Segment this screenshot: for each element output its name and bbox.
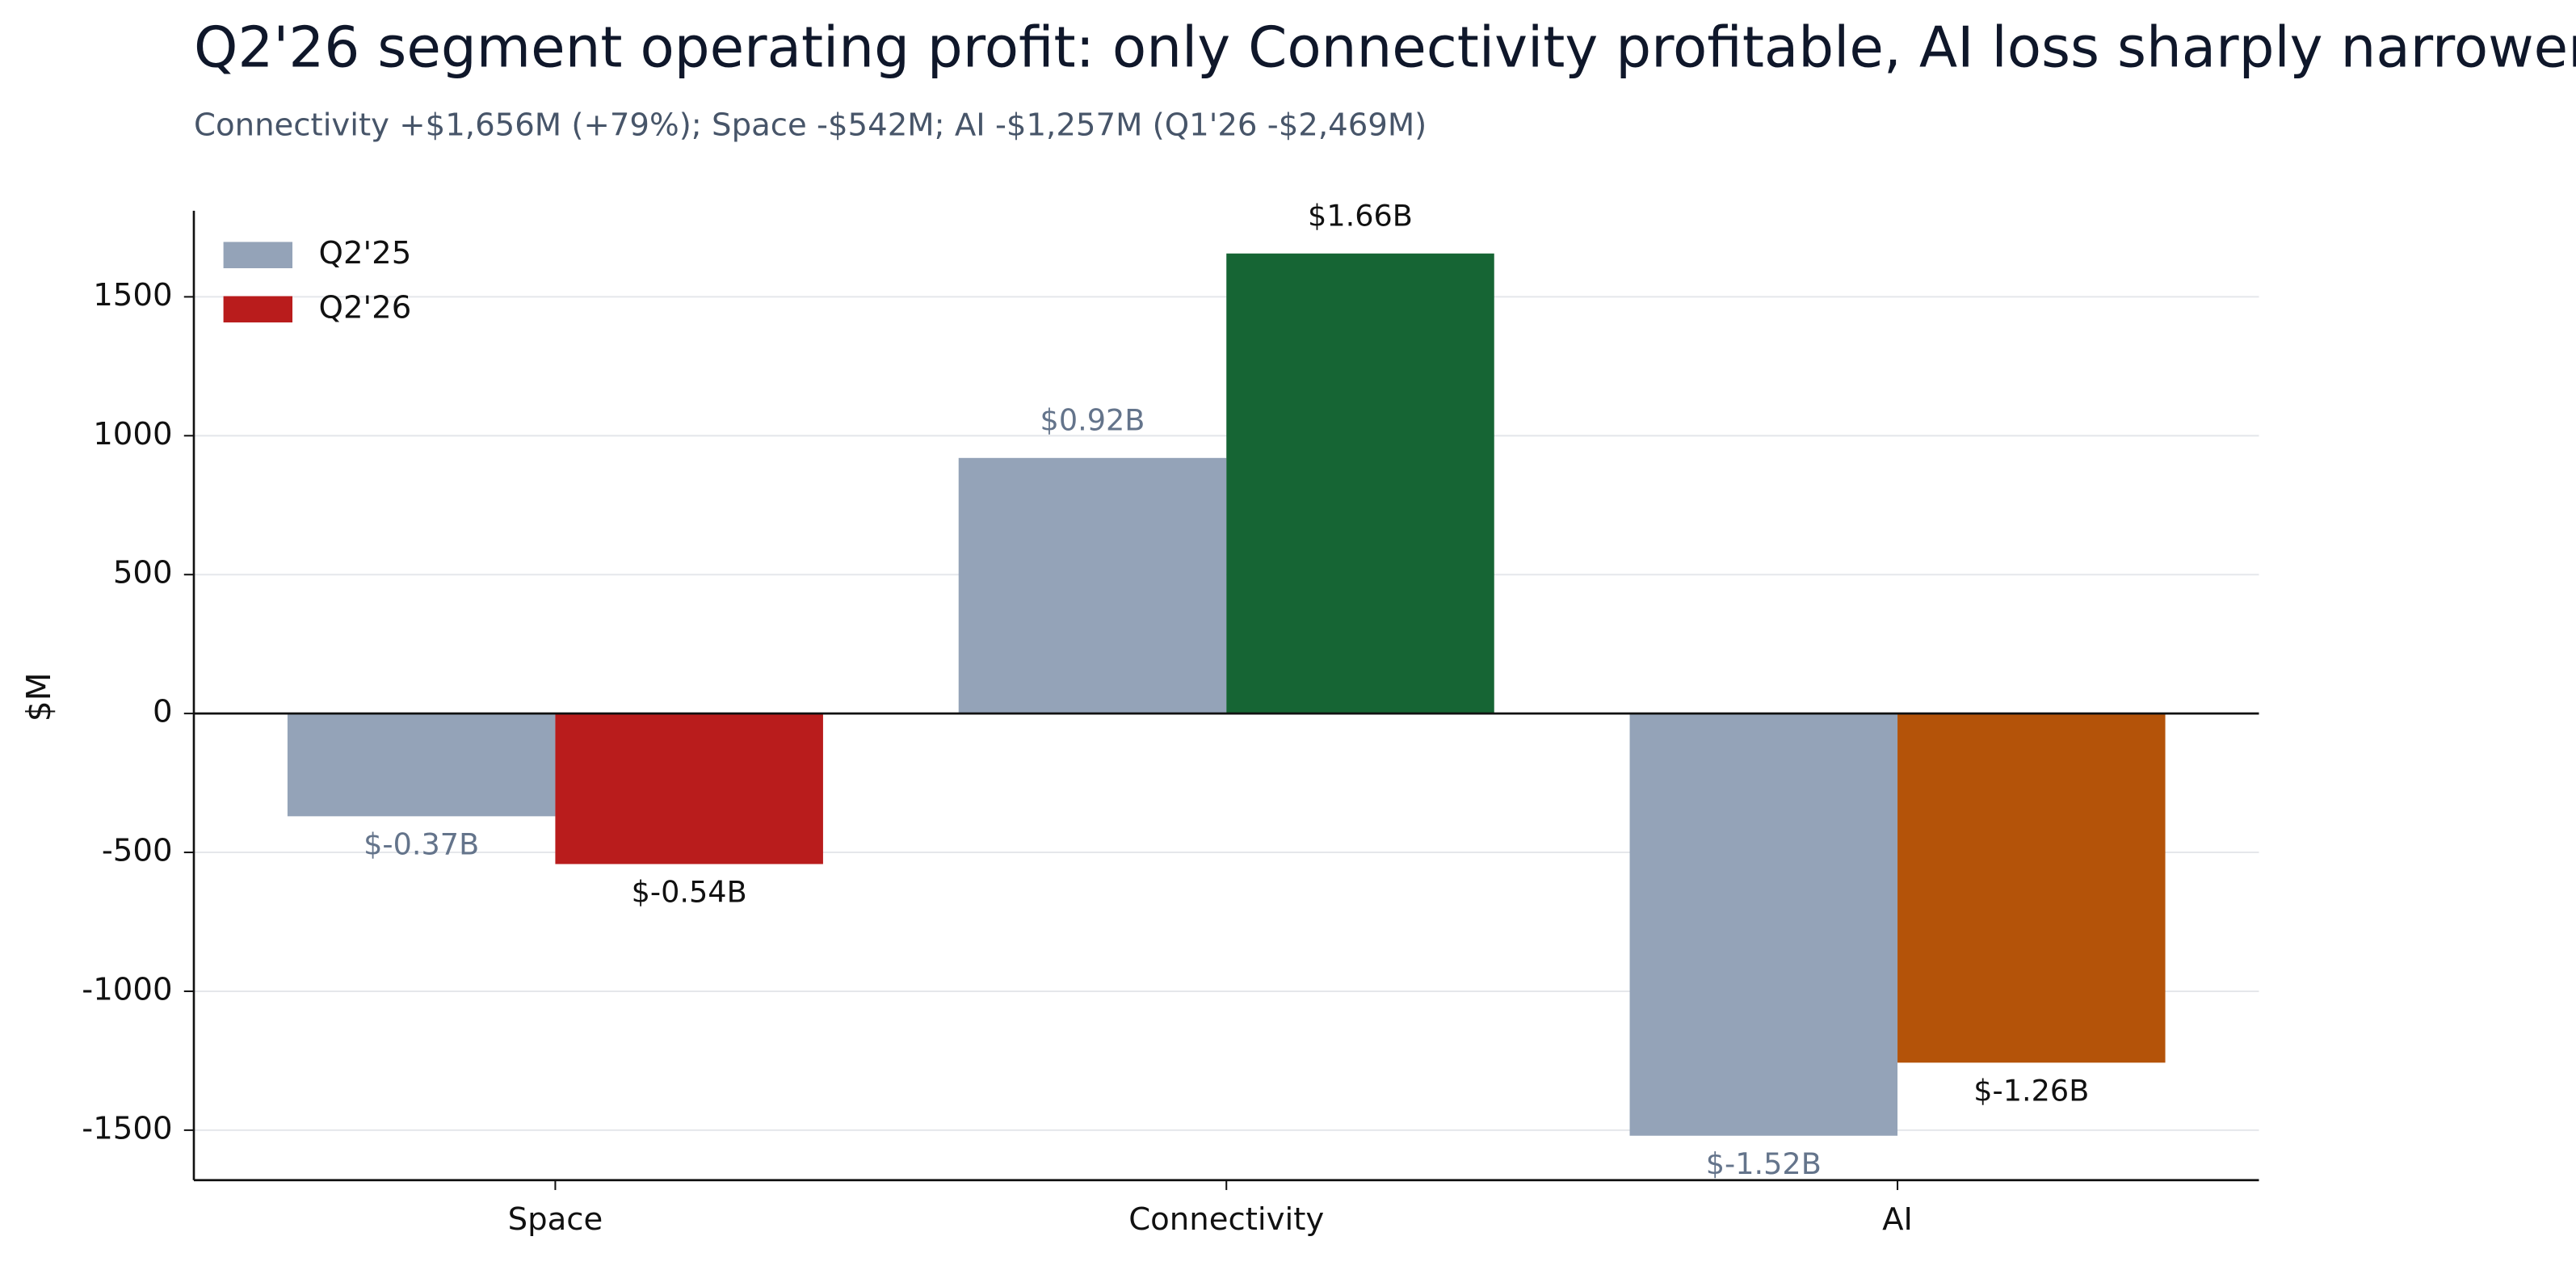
bar: [1629, 713, 1898, 1136]
legend-label: Q2'26: [319, 289, 412, 326]
bar: [958, 457, 1227, 714]
y-tick-label: -1000: [82, 971, 172, 1007]
legend-label: Q2'25: [319, 235, 412, 271]
x-tick-label: AI: [1882, 1201, 1913, 1238]
bar: [1897, 713, 2166, 1063]
bar: [287, 713, 556, 817]
x-tick-label: Connectivity: [1128, 1201, 1324, 1238]
value-label: $-0.54B: [632, 875, 747, 910]
y-tick-label: -500: [102, 833, 173, 869]
y-tick-label: -1500: [82, 1110, 172, 1146]
value-label: $-1.52B: [1706, 1146, 1822, 1181]
value-label: $-0.37B: [363, 826, 479, 861]
x-tick-label: Space: [508, 1201, 603, 1238]
legend-swatch: [223, 242, 293, 268]
y-tick-label: 1500: [93, 277, 172, 313]
y-tick-label: 500: [113, 555, 173, 591]
y-tick-label: 0: [153, 694, 173, 730]
y-axis-label: $M: [19, 672, 58, 721]
chart-subtitle: Connectivity +$1,656M (+79%); Space -$54…: [194, 107, 1427, 144]
bar: [555, 713, 823, 864]
value-label: $0.92B: [1040, 403, 1145, 438]
bar: [1226, 253, 1494, 714]
value-label: $1.66B: [1308, 199, 1413, 233]
legend-swatch: [223, 296, 293, 323]
chart-title: Q2'26 segment operating profit: only Con…: [194, 16, 2576, 81]
value-label: $-1.26B: [1973, 1073, 2089, 1108]
y-tick-label: 1000: [93, 416, 172, 452]
